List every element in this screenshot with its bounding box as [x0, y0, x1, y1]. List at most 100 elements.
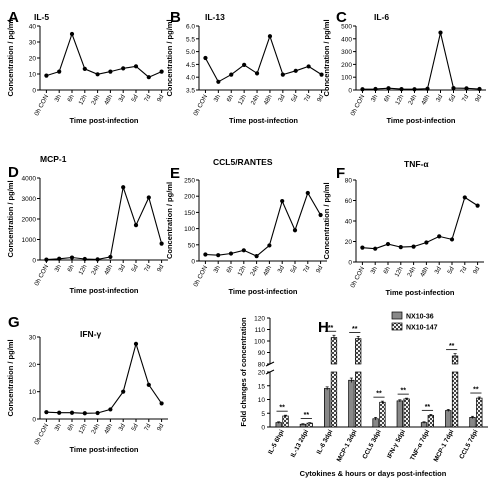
y-tick-label: 40 [29, 24, 37, 31]
legend-label: NX10-147 [406, 325, 438, 332]
data-point [69, 31, 75, 37]
x-tick-label: 7d [461, 93, 471, 103]
panel-letter: A [8, 9, 19, 26]
series-line [205, 191, 322, 257]
data-point [254, 71, 260, 76]
x-axis-label: Time post-infection [385, 288, 454, 297]
x-tick-label: 48h [419, 265, 430, 278]
panel-E: 0 50 100 150 200 250 0h CON 3h 6h 12h 24h 48h 3d 5d 7d… [165, 157, 327, 296]
data-point [373, 246, 378, 251]
x-tick-label: 6h [226, 93, 236, 103]
legend-label: NX10-36 [406, 314, 434, 321]
panel-D: 0 1000 2000 3000 4000 0h CON 3h 6h 12h 24h 48h 3d 5d… [6, 154, 168, 295]
x-tick-label: IL-13 2dpi [290, 428, 311, 458]
bar-nx10-147-lower [355, 371, 362, 428]
significance-label: ** [304, 412, 310, 419]
panel-letter: F [336, 165, 345, 182]
data-point [146, 195, 151, 200]
y-axis-label: Concentration / pg/ml [165, 182, 174, 259]
data-point [425, 86, 430, 91]
x-tick-label: 24h [249, 264, 260, 277]
significance-label: ** [352, 326, 358, 333]
data-point [57, 69, 62, 74]
bar-nx10-147 [379, 401, 386, 428]
significance-label: ** [328, 325, 334, 332]
y-tick-label: 500 [341, 24, 352, 31]
panel-letter: E [170, 165, 180, 182]
data-point [229, 72, 234, 77]
data-point [108, 407, 113, 412]
x-tick-label: MCP-1 3dpi [336, 428, 359, 463]
panel-title: IL-6 [374, 12, 389, 22]
panel-title: IL-5 [34, 12, 49, 22]
x-tick-label: IL-6 3dpi [316, 428, 335, 455]
x-tick-label: 3d [276, 264, 286, 274]
y-tick-label: 6.0 [186, 24, 195, 31]
y-tick-label: 3.5 [186, 88, 195, 95]
y-axis-label: Concentration / pg/ml [322, 19, 331, 96]
data-point [412, 87, 417, 92]
data-point [216, 253, 221, 258]
x-tick-label: 24h [407, 93, 418, 106]
x-tick-label: 3h [53, 263, 63, 273]
data-point [411, 244, 416, 249]
x-tick-label: 5d [290, 93, 300, 103]
data-point [95, 72, 100, 77]
data-point [424, 240, 429, 245]
series-line [46, 185, 163, 261]
panel-title: IL-13 [205, 12, 225, 22]
x-tick-label: TNF-α 7dpi [409, 428, 431, 461]
data-point [69, 410, 75, 415]
significance-label: ** [400, 388, 406, 395]
y-tick-label: 120 [254, 316, 265, 323]
data-point [44, 257, 49, 262]
data-point [82, 66, 87, 71]
x-tick-label: 12h [77, 93, 88, 106]
y-tick-label: 15 [258, 383, 266, 390]
x-tick-label: 0h CON [33, 422, 50, 446]
bar-nx10-36 [396, 400, 403, 428]
x-tick-label: 3h [369, 265, 379, 275]
x-tick-label: 24h [250, 93, 261, 106]
x-axis-label: Time post-infection [69, 286, 138, 295]
y-tick-label: 3000 [22, 196, 37, 203]
panel-title: MCP-1 [40, 154, 67, 164]
y-axis-label: Concentration / pg/ml [165, 19, 174, 96]
data-point [477, 86, 482, 92]
y-tick-label: 400 [341, 36, 352, 43]
x-tick-label: 24h [90, 93, 101, 106]
data-point [228, 251, 234, 256]
y-tick-label: 0 [348, 88, 352, 95]
data-point [159, 241, 164, 246]
x-tick-label: IL-5 6hpi [267, 428, 286, 455]
x-tick-label: 12h [393, 265, 404, 278]
y-tick-label: 5 [261, 411, 265, 418]
y-tick-label: 100 [341, 75, 352, 82]
data-point [82, 411, 87, 416]
x-tick-label: 7d [143, 93, 153, 103]
bar-nx10-36 [348, 379, 355, 428]
series-line [204, 34, 322, 83]
data-point [475, 203, 480, 208]
data-point [305, 190, 310, 196]
x-tick-label: 48h [103, 263, 114, 276]
data-point [385, 241, 391, 247]
significance-label: ** [473, 387, 479, 394]
x-tick-label: 48h [103, 93, 114, 106]
bar-nx10-147 [306, 422, 313, 428]
x-axis-label: Cytokines & hours or days post-infection [300, 469, 447, 478]
x-tick-label: 12h [77, 422, 88, 435]
panel-title: IFN-γ [80, 329, 102, 339]
data-point [133, 223, 139, 228]
panel-H: 80 90 100 110 120 0 5 10 15 20 ** IL-5 6hpi ** IL-13 … [239, 311, 488, 478]
data-point [399, 87, 404, 92]
data-point [241, 248, 246, 253]
data-point [95, 410, 100, 416]
data-point [318, 212, 323, 218]
x-tick-label: 6h [383, 93, 393, 103]
y-tick-label: 100 [254, 339, 265, 346]
panel-G: 0 10 20 30 0h CON 3h 6h 12h 24h 48h 3d 5d 7d 9d G IFN-γ… [6, 314, 168, 454]
series-line [46, 32, 162, 78]
y-tick-label: 0 [348, 260, 352, 267]
y-tick-label: 20 [29, 56, 37, 63]
